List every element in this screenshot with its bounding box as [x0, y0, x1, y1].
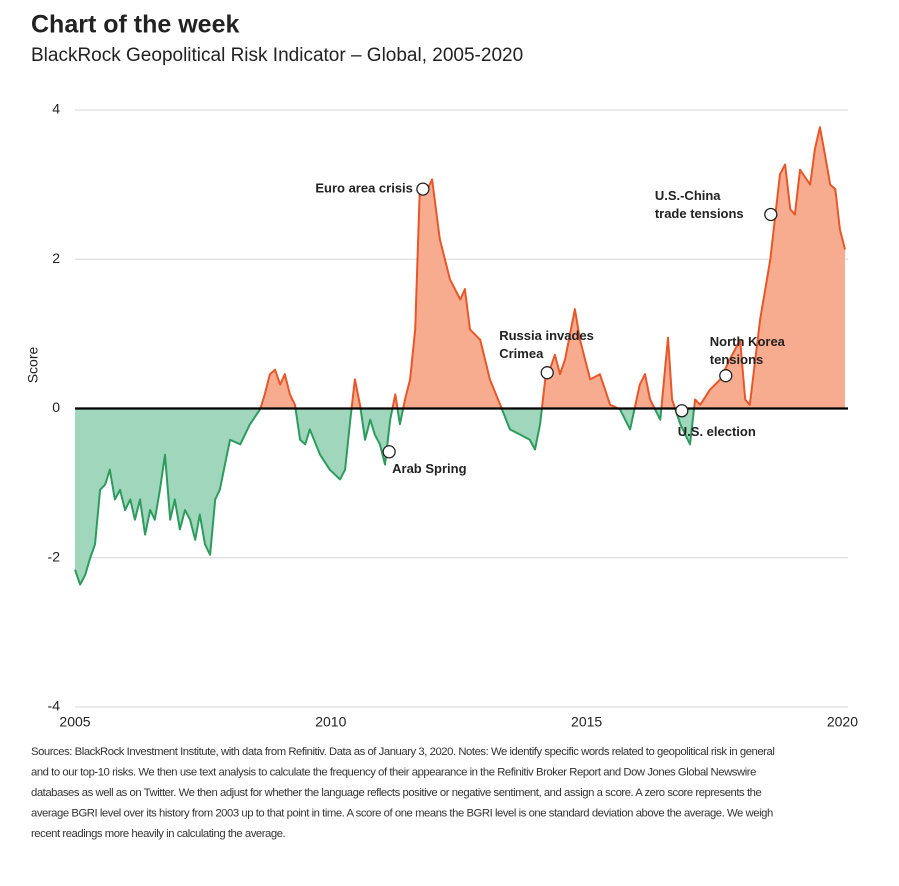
line — [74, 126, 846, 586]
annotation-label: Arab Spring — [392, 461, 466, 476]
footnote: and to our top-10 risks. We then use tex… — [31, 766, 756, 778]
annotation-marker — [416, 182, 430, 196]
annotation-marker — [764, 207, 778, 222]
annotation-label: trade tensions — [655, 206, 744, 221]
y-tick-label: 2 — [52, 250, 60, 266]
y-tick-label: -2 — [48, 548, 61, 564]
x-tick-label: 2020 — [827, 714, 858, 730]
annotation-marker — [540, 366, 554, 380]
x-tick-label: 2005 — [59, 714, 90, 730]
annotation-label: North Korea — [710, 334, 786, 349]
footnote: average BGRI level over its history from… — [31, 807, 773, 819]
footnote: recent readings more heavily in calculat… — [31, 828, 286, 840]
annotation-marker — [675, 404, 689, 418]
y-tick-label: 4 — [52, 101, 60, 117]
annotation-label: U.S.-China — [655, 188, 721, 203]
y-tick-label: 0 — [52, 399, 60, 415]
annotation-marker — [719, 369, 733, 383]
footnote: databases as well as on Twitter. We then… — [31, 787, 761, 799]
annotation-label: Russia invades — [499, 328, 594, 343]
chart-subtitle: BlackRock Geopolitical Risk Indicator – … — [31, 45, 523, 66]
area — [75, 127, 845, 585]
y-axis-label: Score — [25, 347, 41, 384]
annotation-label: Euro area crisis — [315, 181, 413, 196]
x-tick-label: 2010 — [315, 714, 346, 730]
x-tick-label: 2015 — [571, 714, 602, 730]
y-tick-label: -4 — [48, 698, 61, 714]
annotation-label: tensions — [710, 352, 763, 367]
annotation-label: Crimea — [499, 346, 544, 361]
chart-title: Chart of the week — [31, 11, 239, 39]
footnote: Sources: BlackRock Investment Institute,… — [31, 746, 774, 758]
annotation-label: U.S. election — [678, 424, 756, 439]
annotation-marker — [382, 445, 396, 459]
